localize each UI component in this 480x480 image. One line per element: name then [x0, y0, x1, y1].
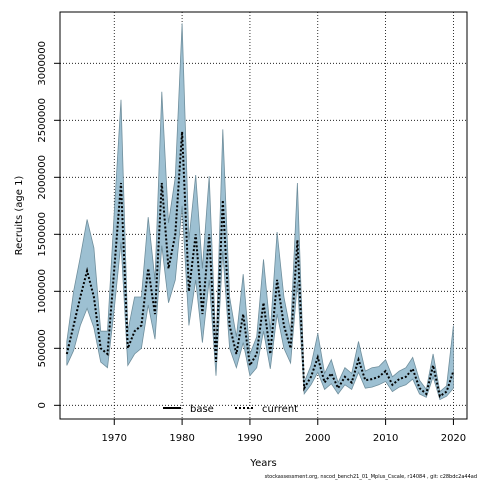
x-tick-label: 2010 — [373, 433, 398, 444]
y-tick-label: 1500000 — [37, 212, 48, 257]
y-axis-title: Recruits (age 1) — [14, 176, 25, 256]
y-tick-label: 3000000 — [37, 41, 48, 86]
legend-label-base: base — [190, 404, 214, 415]
x-tick-label: 1990 — [237, 433, 262, 444]
x-tick-label: 2020 — [441, 433, 466, 444]
legend-label-current: current — [262, 404, 298, 415]
x-axis: 1970 1980 1990 2000 2010 2020 — [102, 419, 466, 444]
x-tick-label: 2000 — [305, 433, 330, 444]
x-tick-label: 1980 — [169, 433, 194, 444]
y-tick-label: 0 — [37, 402, 48, 408]
y-tick-label: 2500000 — [37, 98, 48, 143]
x-axis-title: Years — [249, 458, 276, 469]
y-tick-label: 2000000 — [37, 155, 48, 200]
footnote: stockassessment.org, nscod_bench21_01_Mp… — [265, 474, 477, 480]
y-tick-label: 500000 — [37, 329, 48, 367]
y-axis: 0 500000 1000000 1500000 2000000 2500000 30000… — [37, 41, 60, 408]
plot-frame — [59, 11, 468, 420]
y-tick-label: 1000000 — [37, 269, 48, 314]
series-current-line — [65, 131, 455, 398]
legend: base current — [163, 404, 298, 415]
confidence-band — [66, 23, 454, 401]
x-tick-label: 1970 — [102, 433, 127, 444]
